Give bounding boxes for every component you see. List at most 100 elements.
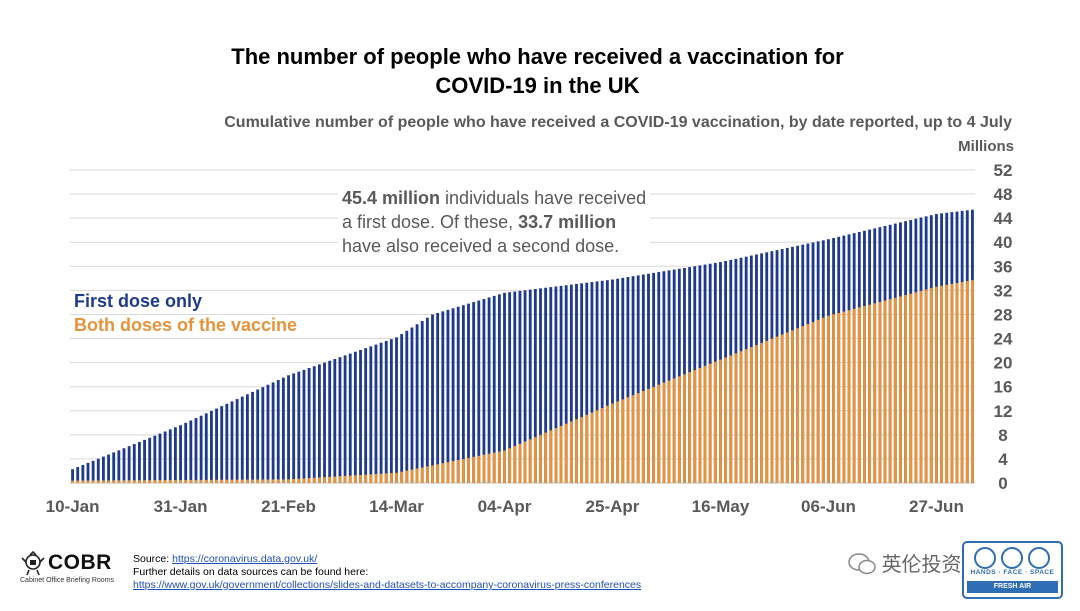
bar-first-dose: [102, 456, 105, 483]
annotation-box: 45.4 million individuals have received a…: [338, 186, 651, 258]
bar-both-doses: [497, 451, 501, 483]
bar-first-dose: [302, 369, 306, 483]
annotation-second-value: 33.7 million: [518, 212, 617, 232]
bar-first-dose: [441, 311, 445, 483]
bar-both-doses: [225, 479, 229, 483]
bar-first-dose: [127, 446, 131, 483]
bar-both-doses: [683, 374, 686, 483]
bar-both-doses: [143, 480, 146, 483]
bar-first-dose: [184, 422, 188, 483]
bar-both-doses: [554, 428, 558, 483]
bar-first-dose: [477, 300, 481, 483]
bar-both-doses: [935, 286, 938, 483]
bar-both-doses: [914, 292, 918, 483]
bar-both-doses: [785, 332, 789, 483]
badge-words: HANDS · FACE · SPACE: [970, 569, 1055, 576]
bar-first-dose: [353, 351, 357, 483]
bar-first-dose: [220, 406, 224, 483]
bar-first-dose: [194, 418, 198, 483]
bar-both-doses: [328, 476, 332, 483]
badge-fresh-air: FRESH AIR: [967, 581, 1058, 593]
bar-both-doses: [467, 457, 470, 483]
bar-both-doses: [821, 317, 825, 483]
bar-first-dose: [503, 292, 506, 483]
bar-both-doses: [400, 471, 404, 483]
bar-both-doses: [636, 393, 640, 483]
bar-both-doses: [893, 297, 897, 483]
source-link[interactable]: https://coronavirus.data.gov.uk/: [172, 553, 318, 565]
bar-first-dose: [76, 467, 80, 483]
bar-first-dose: [122, 448, 126, 483]
bar-both-doses: [595, 410, 599, 483]
bar-both-doses: [348, 475, 352, 483]
bar-first-dose: [431, 314, 434, 483]
bar-both-doses: [451, 461, 455, 483]
bar-first-dose: [539, 288, 542, 483]
bar-both-doses: [616, 401, 620, 483]
bar-both-doses: [641, 390, 645, 483]
bar-both-doses: [924, 289, 928, 483]
bar-first-dose: [554, 286, 558, 483]
bar-both-doses: [107, 480, 110, 483]
bar-both-doses: [369, 474, 373, 483]
bar-first-dose: [71, 469, 74, 483]
annotation-part-2: a first dose. Of these,: [342, 212, 519, 232]
x-tick-label: 31-Jan: [154, 497, 208, 516]
bar-first-dose: [225, 403, 229, 483]
bar-first-dose: [389, 339, 393, 483]
bar-both-doses: [888, 299, 892, 483]
bar-first-dose: [508, 292, 512, 483]
annotation-first-value: 45.4 million: [342, 188, 441, 208]
x-tick-label: 16-May: [692, 497, 750, 516]
bar-first-dose: [667, 270, 671, 483]
bar-both-doses: [76, 480, 80, 483]
bar-both-doses: [693, 370, 697, 483]
bar-both-doses: [405, 470, 409, 483]
bar-first-dose: [544, 287, 548, 483]
bar-both-doses: [585, 414, 589, 483]
bar-first-dose: [276, 380, 280, 483]
bar-first-dose: [600, 280, 604, 483]
bar-both-doses: [863, 306, 866, 483]
bar-both-doses: [713, 361, 717, 483]
bar-both-doses: [189, 479, 193, 483]
y-tick-label: 44: [994, 209, 1013, 228]
bar-both-doses: [117, 480, 121, 483]
bar-both-doses: [842, 311, 846, 483]
x-tick-label: 21-Feb: [261, 497, 316, 516]
bar-first-dose: [86, 462, 90, 483]
bar-both-doses: [245, 479, 249, 483]
bar-both-doses: [153, 480, 157, 483]
bar-both-doses: [801, 326, 805, 483]
bar-both-doses: [312, 477, 316, 483]
bar-first-dose: [374, 344, 378, 483]
bar-both-doses: [575, 419, 578, 483]
bar-first-dose: [672, 269, 676, 483]
bar-both-doses: [138, 480, 141, 483]
bar-first-dose: [652, 272, 656, 483]
bar-both-doses: [266, 479, 270, 483]
further-details: Further details on data sources can be f…: [133, 566, 369, 578]
bar-both-doses: [837, 312, 841, 483]
bar-first-dose: [343, 355, 347, 483]
bar-both-doses: [626, 397, 630, 483]
bar-both-doses: [194, 479, 198, 483]
bar-both-doses: [647, 388, 650, 483]
bar-first-dose: [456, 306, 460, 483]
bar-both-doses: [91, 480, 95, 483]
bar-both-doses: [791, 330, 794, 483]
watermark: 英伦投资客: [848, 548, 982, 577]
bar-both-doses: [816, 319, 820, 483]
bar-first-dose: [451, 308, 455, 483]
bar-first-dose: [240, 396, 244, 483]
bar-both-doses: [415, 468, 419, 483]
bar-both-doses: [667, 380, 671, 483]
bar-both-doses: [281, 479, 285, 483]
bar-first-dose: [384, 340, 388, 483]
bar-both-doses: [755, 344, 758, 483]
data-sources-link[interactable]: https://www.gov.uk/government/collection…: [133, 579, 642, 591]
bar-first-dose: [333, 359, 337, 483]
bar-both-doses: [487, 453, 491, 483]
bar-both-doses: [307, 478, 311, 483]
cobr-subtitle: Cabinet Office Briefing Rooms: [20, 577, 115, 584]
